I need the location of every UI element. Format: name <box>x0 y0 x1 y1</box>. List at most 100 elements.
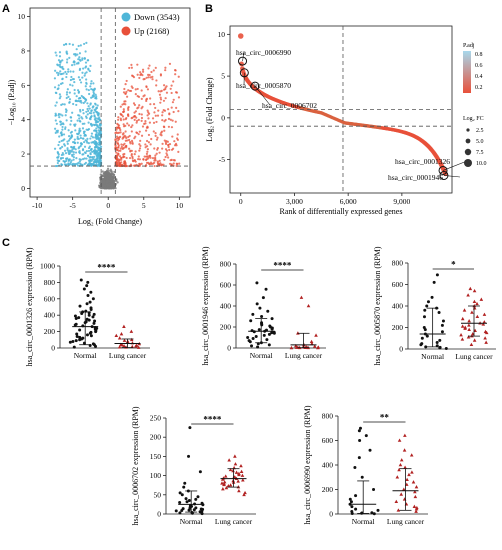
data-point <box>252 330 256 334</box>
highlight-circle <box>438 165 448 175</box>
down-point <box>87 149 91 153</box>
down-point <box>61 125 64 129</box>
up-point <box>166 154 169 157</box>
down-point <box>55 101 58 104</box>
up-point <box>126 122 129 125</box>
up-point <box>144 158 148 162</box>
up-point <box>149 143 152 146</box>
data-point <box>262 333 266 337</box>
down-point <box>96 104 99 107</box>
data-point <box>258 306 262 310</box>
down-point <box>88 117 92 120</box>
data-point <box>180 509 184 513</box>
up-point <box>154 66 157 69</box>
up-point <box>143 94 146 97</box>
up-point <box>140 97 143 100</box>
down-point <box>95 127 98 130</box>
down-point <box>86 163 89 167</box>
down-point <box>88 156 91 159</box>
up-point <box>128 66 131 70</box>
rank-plot: 0 3,000 6,000 9,000 -5 0 5 10 Rank of differenti… <box>205 25 487 216</box>
up-point <box>125 156 128 160</box>
panel-letter-b: B <box>205 3 213 15</box>
highlight-circle <box>250 81 260 91</box>
up-point <box>117 144 120 147</box>
up-point <box>158 159 161 162</box>
down-point <box>98 148 101 152</box>
expression-plot-0001946: 0 200 400 600 800 Normal Lung cancer hsa_circ_0… <box>201 246 326 366</box>
y-tick-label: 2 <box>21 150 25 159</box>
up-point <box>135 121 138 124</box>
data-point <box>223 474 228 478</box>
size-legend-label: 7.5 <box>476 150 484 156</box>
down-point <box>57 84 60 87</box>
down-point <box>92 90 95 94</box>
up-point <box>162 125 166 128</box>
y-tick-label: 800 <box>220 260 232 269</box>
data-point <box>316 345 320 350</box>
down-point <box>76 135 79 139</box>
down-point <box>61 128 64 131</box>
down-point <box>96 134 99 138</box>
down-point <box>85 149 88 153</box>
data-point <box>289 345 294 350</box>
down-point <box>83 145 87 148</box>
down-point <box>98 118 102 122</box>
up-point <box>137 155 140 158</box>
down-point <box>56 87 59 91</box>
up-point <box>135 119 139 122</box>
data-point <box>267 332 271 336</box>
data-point <box>233 454 237 458</box>
down-point <box>60 133 64 136</box>
size-legend-label: 5.0 <box>476 139 484 145</box>
down-point <box>77 61 80 64</box>
down-point <box>77 161 80 164</box>
up-point <box>137 118 140 122</box>
data-point <box>466 293 470 297</box>
down-point <box>94 121 97 124</box>
size-legend-label: 2.5 <box>476 128 484 134</box>
down-point <box>65 93 69 96</box>
down-point <box>72 70 75 73</box>
up-point <box>129 89 133 93</box>
down-point <box>70 119 73 122</box>
up-point <box>141 105 144 108</box>
down-point <box>80 101 83 104</box>
y-axis-label: hsa_circ_0001326 expression (RPM) <box>25 247 34 366</box>
y-tick-label: 400 <box>220 302 232 311</box>
down-point <box>61 77 64 80</box>
up-point <box>152 102 156 106</box>
down-point <box>62 159 65 163</box>
data-point <box>266 309 270 313</box>
up-point <box>147 76 150 79</box>
down-point <box>93 87 96 90</box>
up-point <box>167 144 170 147</box>
down-point <box>84 151 87 155</box>
data-point <box>78 304 82 308</box>
down-point <box>87 105 90 108</box>
up-point <box>163 139 166 142</box>
down-point <box>78 160 82 163</box>
up-point <box>122 155 125 158</box>
down-point <box>95 137 98 141</box>
ns-point <box>115 179 118 183</box>
down-point <box>75 156 78 160</box>
data-point <box>187 508 191 512</box>
data-point <box>399 492 404 496</box>
up-point <box>169 87 172 90</box>
data-point <box>188 426 192 430</box>
up-point <box>147 141 151 144</box>
down-point <box>81 148 85 151</box>
up-point <box>130 139 134 142</box>
up-point <box>144 119 147 123</box>
up-point <box>153 147 156 150</box>
y-tick-label: -5 <box>219 155 225 164</box>
up-point <box>173 140 176 143</box>
data-point <box>72 345 76 349</box>
data-point <box>92 312 96 316</box>
data-point <box>475 301 479 306</box>
up-point <box>117 116 120 119</box>
data-point <box>437 310 441 314</box>
down-point <box>84 133 87 137</box>
